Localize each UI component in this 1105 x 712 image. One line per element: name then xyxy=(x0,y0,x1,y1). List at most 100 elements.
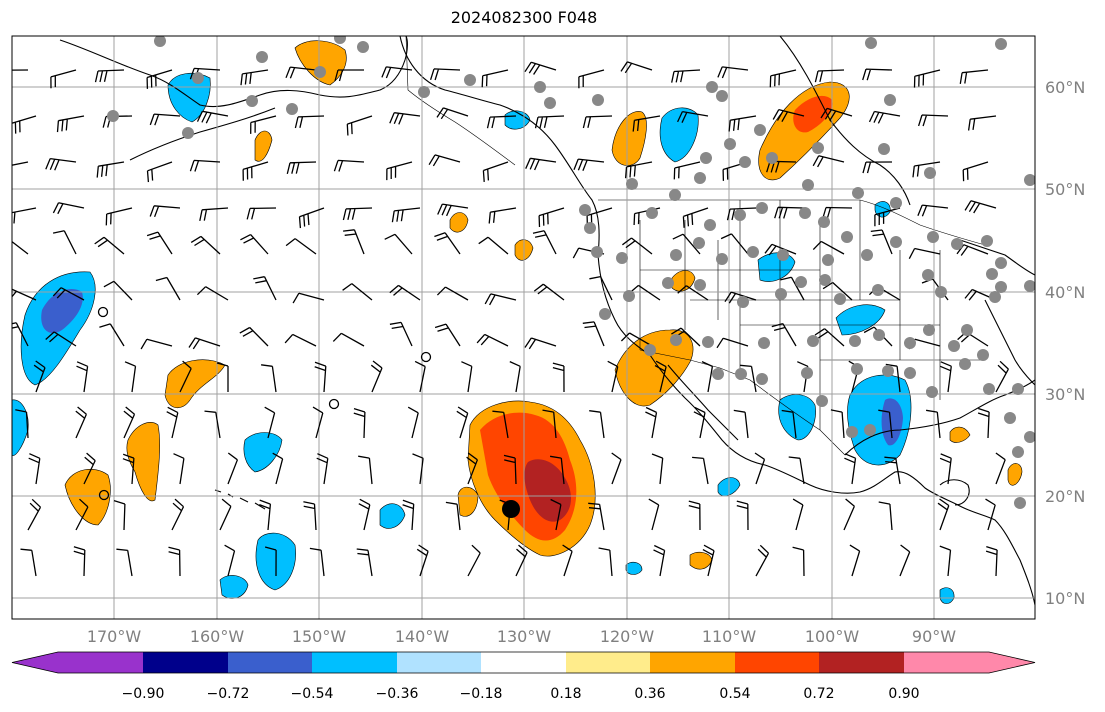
wind-barb xyxy=(769,69,797,88)
wind-barb xyxy=(389,284,421,301)
station-marker xyxy=(626,178,638,190)
wind-barb xyxy=(503,454,517,485)
lon-label-90w: 90°W xyxy=(912,627,956,646)
station-marker xyxy=(644,344,656,356)
colorbar-segment xyxy=(819,652,904,673)
warm-anomaly-mexico xyxy=(614,329,694,407)
wind-barb xyxy=(677,110,709,123)
station-marker xyxy=(807,335,819,347)
wind-barb xyxy=(481,69,509,88)
wind-barb xyxy=(292,292,325,304)
station-marker xyxy=(256,51,268,63)
colorbar-extend-low xyxy=(12,652,58,673)
wind-barb xyxy=(370,360,383,393)
cool-anomaly-central-america xyxy=(939,587,955,604)
wind-barb xyxy=(303,501,317,531)
wind-barb xyxy=(653,544,666,577)
station-marker xyxy=(1024,280,1035,292)
wind-barb xyxy=(146,69,173,89)
station-marker xyxy=(735,368,747,380)
station-marker xyxy=(795,276,807,288)
graticule xyxy=(12,36,1035,619)
wind-barb xyxy=(862,68,893,81)
wind-barb xyxy=(814,69,845,83)
wind-barb xyxy=(726,207,757,221)
wind-barb xyxy=(146,231,173,255)
station-marker xyxy=(873,329,885,341)
wind-barb xyxy=(620,332,653,347)
cool-anomaly-plains xyxy=(835,304,886,336)
station-marker xyxy=(959,358,971,370)
wind-barb xyxy=(389,321,413,347)
wind-barb xyxy=(45,157,77,171)
wind-barb xyxy=(717,66,749,79)
wind-barb xyxy=(261,364,277,393)
east-coast xyxy=(984,299,1035,386)
wind-barb xyxy=(122,453,135,485)
station-marker xyxy=(544,97,556,109)
station-marker xyxy=(882,365,894,377)
cool-anomaly-tropical xyxy=(625,561,643,575)
colorbar-extend-high xyxy=(989,652,1035,673)
station-marker xyxy=(818,216,830,228)
station-marker xyxy=(747,246,759,258)
lon-label-170w: 170°W xyxy=(87,627,142,646)
station-marker xyxy=(694,279,706,291)
lat-label-30n: 30°N xyxy=(1045,385,1085,404)
wind-barb xyxy=(524,61,557,75)
wind-barb xyxy=(844,453,857,485)
station-marker xyxy=(878,143,890,155)
wind-barb xyxy=(542,409,557,439)
colorbar-tick-label: −0.36 xyxy=(376,686,419,702)
wind-barb xyxy=(964,200,997,214)
station-marker xyxy=(890,197,902,209)
wind-barb xyxy=(386,161,413,181)
wind-barb xyxy=(622,237,653,255)
wind-barb xyxy=(285,238,317,255)
alaska-canada-border xyxy=(405,36,516,166)
colorbar-segment xyxy=(228,652,312,673)
station-marker xyxy=(904,367,916,379)
station-marker xyxy=(599,308,611,320)
wind-barb xyxy=(224,544,236,577)
wind-barb xyxy=(478,236,509,255)
wind-barb xyxy=(216,362,229,392)
lon-label-110w: 110°W xyxy=(702,627,757,646)
wind-barb xyxy=(27,498,42,531)
cool-anomaly-gulf xyxy=(778,394,816,441)
lat-label-60n: 60°N xyxy=(1045,78,1085,97)
station-marker xyxy=(986,268,998,280)
wind-barb xyxy=(692,456,709,485)
wind-barb xyxy=(766,160,797,173)
wind-barb xyxy=(780,276,805,301)
wind-barb xyxy=(20,548,37,577)
calm-wind-circle xyxy=(97,306,109,318)
colorbar-segment xyxy=(904,652,989,673)
lat-label-50n: 50°N xyxy=(1045,180,1085,199)
wind-barb xyxy=(962,161,989,182)
wind-barbs xyxy=(12,61,1009,577)
warm-anomaly-north-hawaii xyxy=(164,359,226,408)
colorbar-segment xyxy=(735,652,819,673)
longitude-labels: 170°W 160°W 150°W 140°W 130°W 120°W 110°… xyxy=(87,627,956,646)
wind-barb xyxy=(284,333,317,347)
station-marker xyxy=(927,231,939,243)
wind-barb xyxy=(781,409,797,439)
wind-barb xyxy=(242,161,269,181)
wind-barb xyxy=(171,498,185,531)
station-marker xyxy=(802,179,814,191)
wind-barb xyxy=(552,362,565,393)
wind-barb xyxy=(701,361,714,393)
warm-anomaly-kansas xyxy=(671,270,696,292)
wind-barb xyxy=(407,406,419,439)
station-marker xyxy=(716,253,728,265)
station-marker xyxy=(849,335,861,347)
wind-barb xyxy=(466,452,479,485)
wind-barb xyxy=(75,406,87,439)
cool-anomaly-hawaii xyxy=(243,432,283,473)
station-marker xyxy=(884,94,896,106)
station-marker xyxy=(841,231,853,243)
wind-barb xyxy=(771,322,797,347)
wind-barb xyxy=(488,207,517,224)
station-marker xyxy=(534,81,546,93)
